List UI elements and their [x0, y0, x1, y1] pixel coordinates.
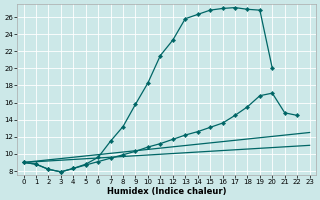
X-axis label: Humidex (Indice chaleur): Humidex (Indice chaleur) — [107, 187, 226, 196]
